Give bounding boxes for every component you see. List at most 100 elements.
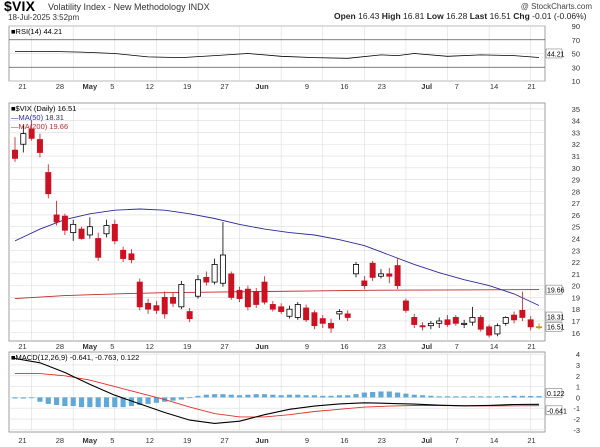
price-candle	[402, 298, 409, 313]
x-tick-label: 27	[220, 436, 228, 445]
candle-body	[269, 304, 276, 310]
price-candle	[244, 285, 251, 311]
macd-histogram-bar	[29, 397, 35, 399]
x-tick-label: 21	[18, 342, 26, 351]
macd-histogram-bar	[45, 397, 51, 404]
x-tick-label: 5	[110, 436, 114, 445]
price-candle	[377, 269, 384, 279]
x-tick-label: 5	[110, 82, 114, 91]
x-tick-label: 7	[455, 436, 459, 445]
price-candle	[411, 313, 418, 329]
x-tick-label: 12	[146, 436, 154, 445]
price-candle	[369, 260, 376, 281]
index-name: Volatility Index - New Methodology INDX	[48, 2, 210, 12]
price-tick-label: 18	[572, 305, 580, 314]
x-tick-label: 12	[146, 82, 154, 91]
macd-histogram-bar	[528, 396, 534, 398]
macd-histogram-bar	[261, 394, 268, 398]
x-tick-label: 19	[183, 82, 191, 91]
open-label: Open	[334, 11, 356, 21]
candle-body	[311, 312, 318, 327]
candle-body	[111, 223, 118, 242]
macd-histogram-bar	[212, 394, 218, 398]
macd-histogram-bar	[403, 393, 409, 398]
macd-value-tag: -0.641	[547, 408, 567, 415]
macd-histogram-bar	[378, 391, 384, 398]
price-candle	[28, 120, 35, 141]
price-candle	[519, 291, 526, 321]
macd-tick-label: -2	[573, 415, 580, 424]
rsi-tick-label: 50	[572, 50, 580, 59]
macd-histogram-bar	[486, 396, 492, 398]
ma50-line	[14, 208, 540, 306]
high-value: 16.81	[403, 11, 425, 21]
ma200-tag-box	[545, 284, 563, 295]
candle-body	[219, 254, 226, 284]
price-candle	[319, 315, 326, 329]
candle-body	[344, 313, 351, 318]
macd-histogram-bar	[245, 394, 251, 398]
candle-body	[103, 225, 110, 235]
candle-body	[436, 320, 443, 324]
macd-histogram-bar	[220, 394, 226, 398]
price-candle	[261, 276, 268, 305]
x-tick-label: 28	[56, 82, 64, 91]
macd-hist-tag-box	[545, 388, 563, 398]
macd-hist-tag: 0.122	[547, 391, 565, 398]
price-panel: 16 17 18 19 20 21 22 23 24 25 26 27 28 29 30 31 32 33 34 35…	[8, 102, 580, 342]
macd-tick-label: -3	[573, 426, 580, 435]
x-tick-label: 14	[490, 436, 498, 445]
x-tick-label: Jun	[255, 342, 269, 351]
x-tick-label: 28	[56, 436, 64, 445]
open-value: 16.43	[358, 11, 380, 21]
price-candle	[527, 316, 534, 331]
price-tick-label: 27	[572, 199, 580, 208]
macd-histogram-bar	[120, 397, 126, 408]
price-candle	[45, 164, 52, 199]
price-candle	[103, 219, 110, 238]
price-candle	[427, 320, 434, 330]
rsi-last-tag: 44.21	[547, 51, 565, 58]
rsi-tick-label: 90	[572, 22, 580, 31]
chg-value: -0.01 (-0.06%)	[532, 11, 587, 21]
x-tick-label: 21	[18, 82, 26, 91]
price-candle	[170, 292, 177, 307]
macd-histogram-bar	[286, 394, 293, 398]
x-tick-label: 21	[527, 342, 535, 351]
macd-histogram-bar	[361, 392, 367, 398]
price-candle	[111, 219, 118, 245]
price-candle	[70, 219, 77, 241]
x-tick-label: 16	[340, 436, 348, 445]
price-candle	[161, 291, 168, 319]
x-tick-label: May	[83, 436, 98, 445]
ma50-legend: —MA(50) 18.31	[11, 113, 64, 122]
price-candle	[344, 310, 351, 321]
x-tick-label: 21	[527, 82, 535, 91]
candle-body	[502, 317, 509, 324]
macd-histogram-bar	[128, 397, 135, 407]
chg-label: Chg	[513, 11, 530, 21]
x-tick-label: 21	[527, 436, 535, 445]
macd-histogram-bar	[228, 394, 234, 398]
price-candle	[236, 286, 243, 303]
candle-body	[486, 326, 493, 336]
candle-body	[120, 249, 127, 259]
price-candle	[311, 310, 318, 330]
macd-histogram-bar	[336, 395, 342, 398]
macd-tick-label: 1	[576, 383, 580, 392]
ma200-tag: 19.66	[547, 288, 565, 295]
price-candle	[178, 280, 185, 310]
macd-histogram-bar	[103, 397, 110, 408]
price-candle	[145, 298, 152, 314]
x-tick-label: 16	[340, 342, 348, 351]
price-tick-label: 28	[572, 187, 580, 196]
macd-histogram-bar	[436, 396, 442, 398]
ma50-tag-box	[545, 311, 563, 322]
candle-body	[444, 319, 451, 325]
macd-histogram-bar	[453, 396, 459, 398]
x-tick-label: 23	[378, 82, 386, 91]
macd-tick-label: 2	[576, 372, 580, 381]
x-tick-label: 9	[305, 436, 309, 445]
macd-value-tag-box	[545, 405, 563, 416]
price-tick-label: 19	[572, 293, 580, 302]
